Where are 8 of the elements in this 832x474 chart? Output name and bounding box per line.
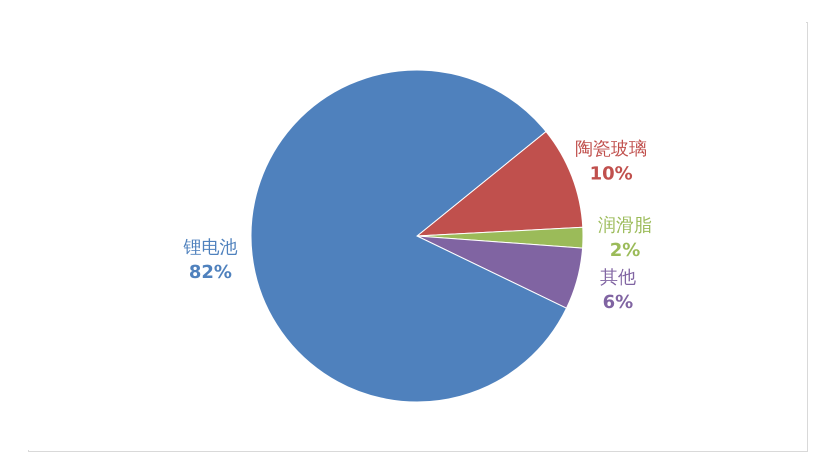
data-label: 82% [188,262,232,283]
slice-label: 润滑脂 [598,215,652,236]
data-label: 2% [610,240,640,262]
slice-label: 陶瓷玻璃 [575,138,648,160]
data-label: 10% [590,163,633,184]
slice-label: 锂电池 [182,236,238,258]
data-label: 6% [602,292,634,313]
slice-label: 其他 [600,266,636,288]
